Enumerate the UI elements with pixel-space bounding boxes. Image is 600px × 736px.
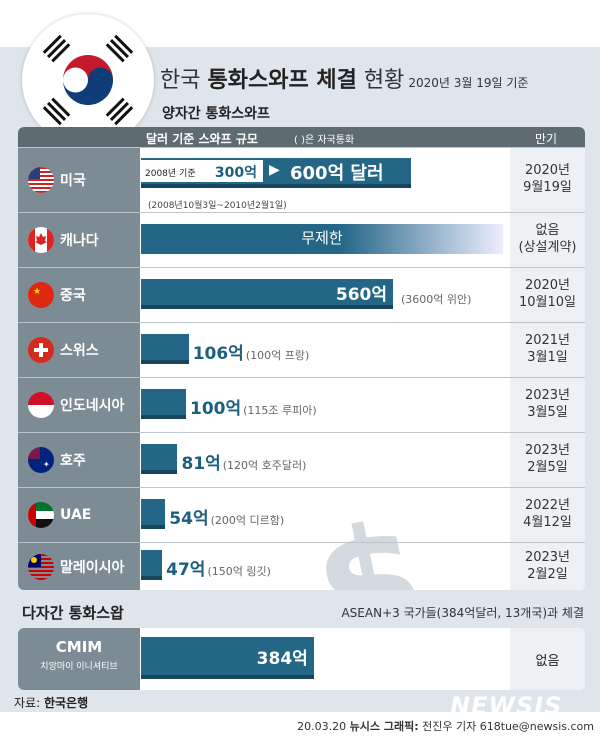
section-title-bilateral: 양자간 통화스와프 (162, 106, 270, 122)
country-name: 말레이시아 (60, 559, 125, 576)
my-flag-icon (28, 553, 54, 580)
us-flag-icon (28, 167, 54, 193)
country-name: 캐나다 (60, 233, 99, 249)
cmim-maturity: 없음 (510, 628, 585, 690)
country-cell: 인도네시아 (18, 378, 140, 432)
bar (141, 444, 178, 474)
table-row: ✦ 호주 81억 (120억 호주달러) 2023년 2월5일 (18, 432, 585, 487)
country-name: 미국 (60, 173, 86, 189)
section-title-multilateral: 다자간 통화스왑 (22, 604, 124, 622)
bar (141, 499, 166, 529)
local-currency: (3600억 위안) (401, 293, 472, 306)
bar (141, 334, 189, 364)
country-cell: 캐나다 (18, 213, 140, 267)
maturity-cell: 2021년 3월1일 (524, 333, 571, 365)
cmim-subname: 치앙마이 이니셔티브 (40, 662, 118, 672)
local-currency: (100억 프랑) (245, 349, 310, 362)
page-title: 한국 통화스와프 체결 현황 2020년 3월 19일 기준 (160, 68, 529, 93)
table-row: 캐나다 무제한 없음 (상설계약) (18, 212, 585, 267)
header-note: ( )은 자국통화 (294, 135, 355, 146)
ch-flag-icon (28, 337, 54, 363)
value-label: 47억 (166, 560, 206, 580)
arrow-icon: ▶ (269, 162, 280, 178)
header-scale: 달러 기준 스와프 규모 (146, 132, 258, 146)
local-currency: (150억 링깃) (207, 565, 271, 578)
value-label: 54억 (169, 509, 209, 529)
bar-unlimited: 무제한 (141, 224, 503, 254)
country-cell: 스위스 (18, 323, 140, 377)
country-cell: 말레이시아 (18, 543, 140, 590)
value-label: 81억 (181, 454, 221, 474)
id-flag-icon (28, 392, 54, 418)
ae-flag-icon (28, 502, 54, 528)
country-name: 스위스 (60, 343, 99, 359)
multilateral-note: ASEAN+3 국가들(384억달러, 13개국)과 체결 (341, 606, 584, 620)
table-row: UAE 54억 (200억 디르함) 2022년 4월12일 (18, 487, 585, 542)
ca-flag-icon (28, 227, 54, 253)
country-name: 인도네시아 (60, 398, 125, 414)
cn-flag-icon: ★ (28, 282, 54, 308)
country-cell: UAE (18, 488, 140, 542)
country-cell: 미국 (18, 148, 140, 212)
maturity-cell: 2023년 3월5일 (524, 388, 571, 420)
au-flag-icon: ✦ (28, 447, 54, 473)
bar-cmim: 384억 (141, 637, 314, 679)
maturity-cell: 2020년 9월19일 (523, 163, 572, 195)
cmim-name: CMIM (55, 638, 103, 656)
local-currency: (120억 호주달러) (222, 459, 307, 472)
country-cell: ★ 중국 (18, 268, 140, 322)
maturity-cell: 2023년 2월5일 (524, 443, 571, 475)
svg-text:★: ★ (33, 287, 41, 297)
maturity-cell: 없음 (상설계약) (518, 223, 577, 255)
country-cell: ✦ 호주 (18, 433, 140, 487)
reference-date: 2020년 3월 19일 기준 (408, 76, 529, 90)
table-row: 말레이시아 47억 (150억 링깃) 2023년 2월2일 (18, 542, 585, 590)
bilateral-swap-table: 달러 기준 스와프 규모 ( )은 자국통화 만기 $ 미국 2008년 기준 3… (18, 127, 585, 590)
country-name: 중국 (60, 288, 86, 304)
bar (141, 550, 163, 580)
korea-flag-icon (22, 14, 154, 146)
table-row: 스위스 106억 (100억 프랑) 2021년 3월1일 (18, 322, 585, 377)
country-name: 호주 (60, 453, 86, 469)
maturity-cell: 2022년 4월12일 (523, 498, 572, 530)
prev-box: 2008년 기준 300억 (141, 160, 263, 182)
value-label: 106억 (192, 344, 244, 364)
value-label: 600억 달러 (290, 163, 384, 184)
value-label: 100억 (190, 399, 242, 419)
prev-period: (2008년10월3일~2010년2월1일) (148, 201, 287, 211)
country-name: UAE (60, 507, 92, 523)
source: 자료: 한국은행 (14, 696, 89, 710)
credit: 20.03.20 뉴시스 그래픽: 전진우 기자 618tue@newsis.c… (297, 720, 594, 733)
multilateral-row: CMIM 치앙마이 이니셔티브 384억 없음 (18, 628, 585, 690)
local-currency: (200억 디르함) (210, 514, 285, 527)
table-row: 미국 2008년 기준 300억 ▶ 600억 달러 (2008년10월3일~20… (18, 147, 585, 212)
newsis-logo: NEWSIS (450, 692, 563, 720)
bar-china: 560억 (141, 279, 393, 309)
table-header: 달러 기준 스와프 규모 ( )은 자국통화 만기 (18, 127, 585, 147)
table-row: ★ 중국 560억 (3600억 위안) 2020년 10월10일 (18, 267, 585, 322)
svg-text:✦: ✦ (43, 460, 50, 469)
maturity-cell: 2020년 10월10일 (518, 278, 576, 310)
bar (141, 389, 186, 419)
table-row: 인도네시아 100억 (115조 루피아) 2023년 3월5일 (18, 377, 585, 432)
maturity-cell: 2023년 2월2일 (524, 549, 571, 582)
header-maturity: 만기 (535, 132, 558, 146)
local-currency: (115조 루피아) (243, 404, 317, 417)
